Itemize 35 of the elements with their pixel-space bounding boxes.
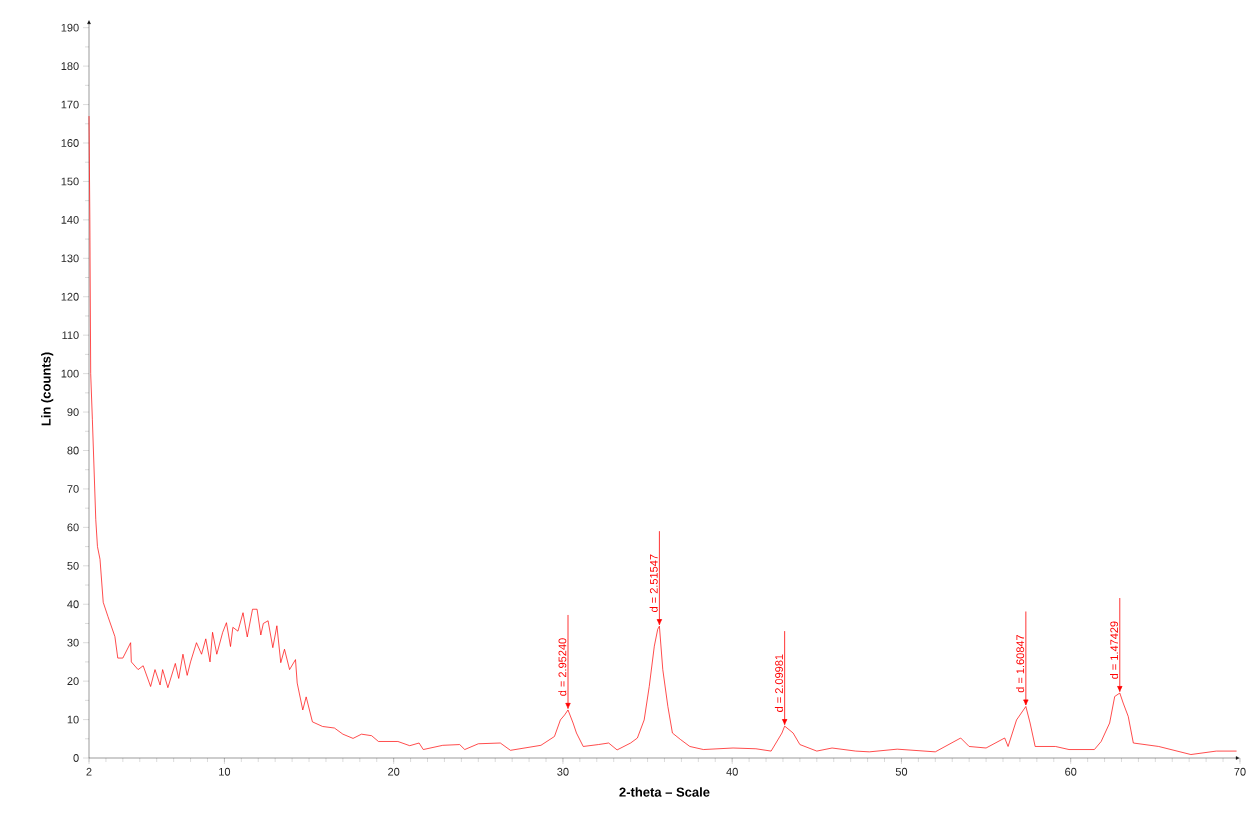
y-tick-label: 70 bbox=[67, 485, 79, 493]
y-tick-label: 160 bbox=[61, 139, 79, 147]
x-tick-label: 2 bbox=[86, 767, 92, 776]
y-tick-label: 40 bbox=[67, 600, 79, 609]
y-tick-label: 80 bbox=[67, 446, 79, 455]
annotation: d = 2.09981 bbox=[774, 654, 783, 712]
x-tick-label: 40 bbox=[726, 767, 738, 776]
annotation: d = 1.60847 bbox=[1016, 634, 1025, 693]
y-tick-label: 140 bbox=[61, 215, 79, 224]
y-tick-label: 120 bbox=[61, 292, 79, 301]
y-tick-label: 180 bbox=[61, 62, 79, 71]
y-tick-label: 130 bbox=[61, 254, 79, 263]
x-axis-title: 2-theta – Scale bbox=[619, 787, 710, 797]
y-tick-label: 190 bbox=[61, 23, 79, 32]
y-tick-label: 30 bbox=[67, 638, 79, 647]
y-tick-label: 110 bbox=[62, 331, 79, 340]
x-tick-label: 20 bbox=[388, 767, 400, 776]
x-tick-label: 60 bbox=[1065, 767, 1077, 776]
x-tick-label: 50 bbox=[895, 767, 908, 776]
x-tick-label: 30 bbox=[557, 767, 569, 776]
x-tick-label: 70 bbox=[1234, 767, 1246, 776]
y-tick-label: 50 bbox=[67, 561, 79, 570]
y-tick-label: 0 bbox=[73, 754, 79, 762]
y-tick-label: 100 bbox=[61, 369, 79, 378]
y-axis-title: Lin (counts) bbox=[41, 352, 54, 426]
y-tick-label: 170 bbox=[61, 100, 79, 109]
annotation: d = 2.51547 bbox=[649, 554, 658, 612]
y-tick-label: 90 bbox=[67, 408, 79, 416]
y-tick-label: 60 bbox=[67, 523, 79, 532]
y-tick-label: 150 bbox=[61, 177, 79, 186]
annotation: d = 2.95240 bbox=[558, 638, 567, 696]
x-tick-label: 10 bbox=[219, 767, 231, 776]
annotation: d = 1.47429 bbox=[1110, 621, 1119, 679]
y-tick-label: 10 bbox=[67, 715, 79, 724]
y-tick-label: 20 bbox=[67, 677, 79, 686]
